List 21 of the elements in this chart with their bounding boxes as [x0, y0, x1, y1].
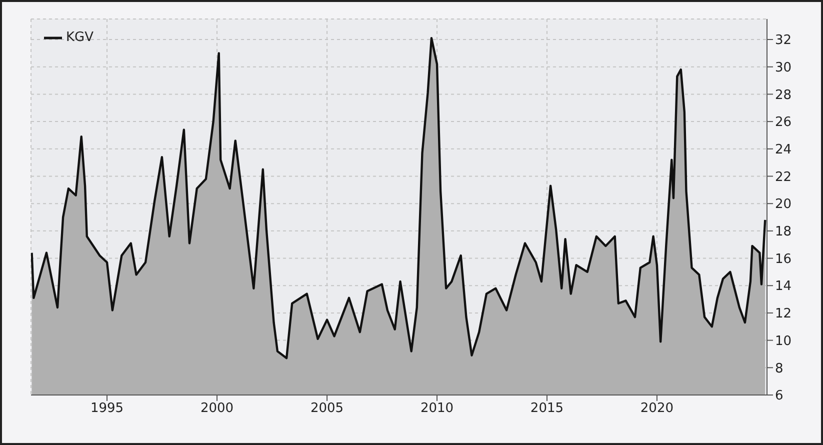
y-tick-label: 32: [775, 33, 792, 48]
legend-label: KGV: [66, 30, 94, 45]
y-tick-label: 24: [775, 142, 792, 158]
y-tick-label: 16: [775, 252, 792, 267]
x-tick-label: 2020: [640, 401, 674, 416]
x-tick-label: 2015: [530, 401, 564, 416]
y-tick-label: 6: [775, 388, 784, 404]
y-tick-label: 22: [775, 170, 792, 185]
y-tick-label: 10: [775, 334, 792, 349]
y-tick-label: 20: [775, 197, 792, 212]
y-tick-label: 18: [775, 224, 792, 240]
x-tick-label: 2005: [310, 401, 344, 416]
y-tick-label: 28: [775, 88, 792, 103]
x-tick-label: 2000: [200, 401, 234, 416]
y-tick-label: 8: [775, 361, 784, 376]
y-tick-label: 12: [775, 306, 792, 322]
y-tick-label: 30: [775, 60, 792, 76]
x-tick-label: 1995: [90, 401, 124, 416]
x-tick-label: 2010: [420, 401, 454, 416]
y-tick-label: 14: [775, 279, 792, 294]
y-tick-label: 26: [775, 115, 792, 130]
